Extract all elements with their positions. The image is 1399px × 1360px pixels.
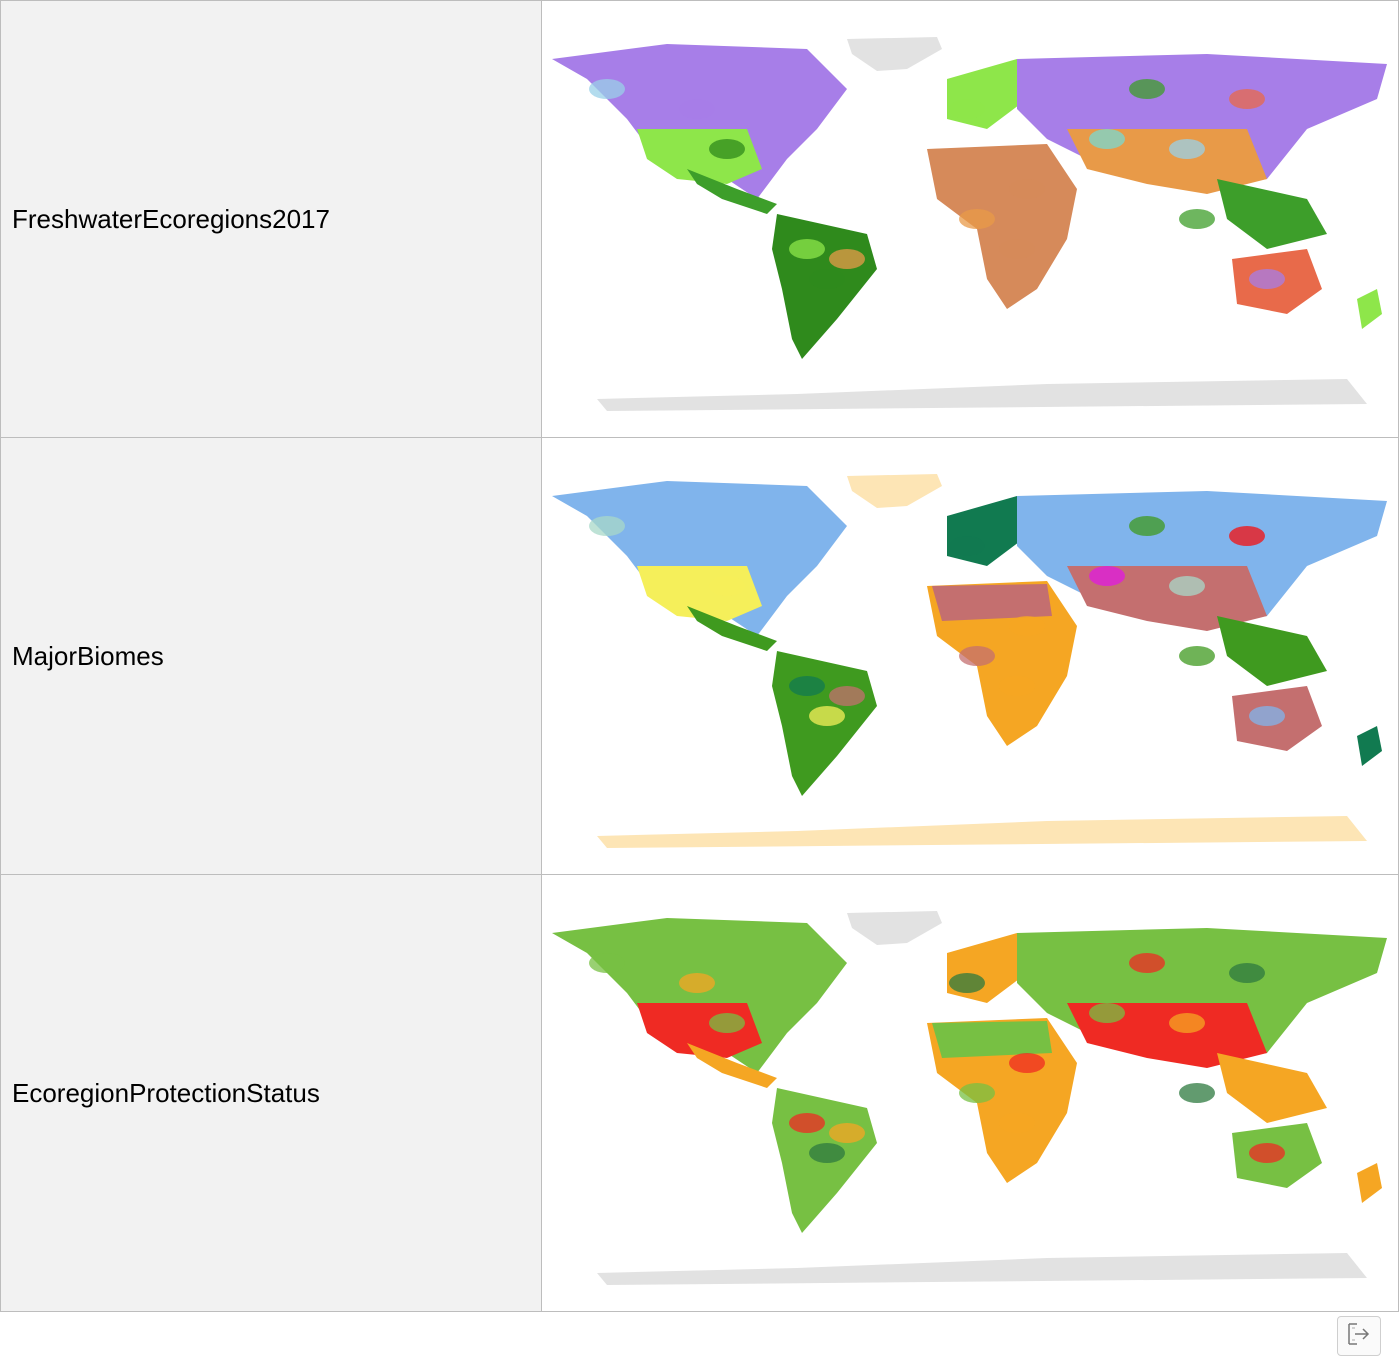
map-cell (541, 874, 1399, 1312)
region-se-asia (1217, 1053, 1327, 1123)
region-patch (1249, 269, 1285, 289)
region-se-asia (1217, 616, 1327, 686)
region-patch (949, 99, 985, 119)
row-label: EcoregionProtectionStatus (12, 1077, 320, 1108)
region-antarctica (597, 816, 1367, 848)
world-map-ecoregion-protection-status (552, 911, 1387, 1285)
region-central-america (687, 606, 777, 651)
region-patch (999, 1113, 1035, 1133)
world-map-major-biomes (552, 474, 1387, 848)
region-africa-north (932, 584, 1052, 621)
row-label-cell: EcoregionProtectionStatus (0, 874, 542, 1312)
region-patch (809, 706, 845, 726)
region-central-america (687, 169, 777, 214)
region-patch (1229, 963, 1265, 983)
region-patch (1179, 209, 1215, 229)
region-greenland (847, 911, 942, 945)
region-patch (1129, 79, 1165, 99)
region-patch (1009, 1053, 1045, 1073)
region-patch (959, 646, 995, 666)
region-patch (1009, 616, 1045, 636)
region-patch (1129, 516, 1165, 536)
row-label: FreshwaterEcoregions2017 (12, 203, 330, 234)
region-patch (709, 1013, 745, 1033)
region-europe (947, 933, 1027, 1003)
region-patch (959, 209, 995, 229)
region-africa-north (932, 1021, 1052, 1058)
region-patch (589, 953, 625, 973)
region-patch (1089, 129, 1125, 149)
region-africa-north (932, 147, 1052, 184)
region-patch (1179, 646, 1215, 666)
row-label: MajorBiomes (12, 640, 164, 671)
results-table: FreshwaterEcoregions2017 MajorBiomes Eco… (0, 0, 1399, 1312)
region-patch (709, 576, 745, 596)
region-patch (679, 973, 715, 993)
region-antarctica (597, 1253, 1367, 1285)
region-patch (829, 249, 865, 269)
region-patch (1169, 576, 1205, 596)
map-cell (541, 0, 1399, 438)
region-patch (1129, 953, 1165, 973)
region-patch (679, 99, 715, 119)
region-patch (789, 239, 825, 259)
region-patch (1249, 706, 1285, 726)
region-antarctica (597, 379, 1367, 411)
table-row: MajorBiomes (0, 437, 1399, 875)
export-icon (1346, 1322, 1372, 1351)
region-patch (709, 139, 745, 159)
world-map-freshwater-ecoregions (552, 37, 1387, 411)
region-patch (679, 536, 715, 556)
map-cell (541, 437, 1399, 875)
region-patch (1089, 1003, 1125, 1023)
export-button[interactable] (1337, 1316, 1381, 1356)
region-patch (829, 686, 865, 706)
region-new-zealand (1357, 726, 1382, 766)
region-new-zealand (1357, 1163, 1382, 1203)
region-patch (789, 1113, 825, 1133)
region-patch (1169, 139, 1205, 159)
region-patch (1169, 1013, 1205, 1033)
region-patch (1229, 526, 1265, 546)
region-greenland (847, 474, 942, 508)
region-se-asia (1217, 179, 1327, 249)
region-greenland (847, 37, 942, 71)
region-europe (947, 59, 1027, 129)
row-label-cell: MajorBiomes (0, 437, 542, 875)
region-central-america (687, 1043, 777, 1088)
region-north-america (552, 918, 847, 1073)
region-europe (947, 496, 1027, 566)
region-patch (1009, 179, 1045, 199)
row-label-cell: FreshwaterEcoregions2017 (0, 0, 542, 438)
region-patch (1229, 89, 1265, 109)
region-patch (789, 676, 825, 696)
region-patch (589, 79, 625, 99)
region-patch (829, 1123, 865, 1143)
region-patch (949, 536, 985, 556)
region-patch (999, 676, 1035, 696)
table-row: EcoregionProtectionStatus (0, 874, 1399, 1312)
region-patch (999, 239, 1035, 259)
region-patch (809, 1143, 845, 1163)
region-patch (1179, 1083, 1215, 1103)
region-patch (809, 269, 845, 289)
region-patch (949, 973, 985, 993)
table-row: FreshwaterEcoregions2017 (0, 0, 1399, 438)
region-patch (1089, 566, 1125, 586)
region-patch (1249, 1143, 1285, 1163)
region-patch (589, 516, 625, 536)
region-patch (959, 1083, 995, 1103)
region-north-america (552, 481, 847, 636)
region-north-america (552, 44, 847, 199)
region-new-zealand (1357, 289, 1382, 329)
